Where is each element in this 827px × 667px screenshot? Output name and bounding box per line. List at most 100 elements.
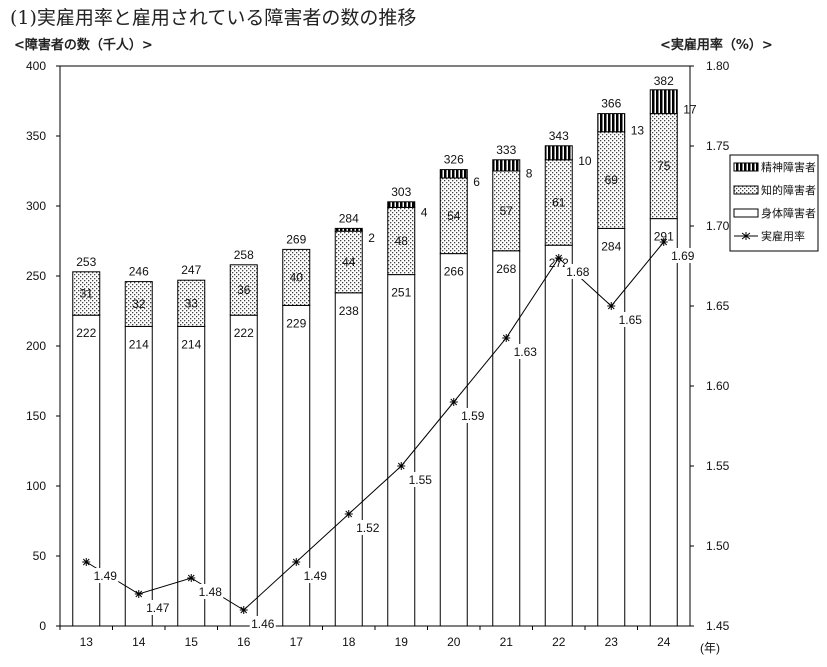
rate-marker xyxy=(344,510,353,518)
rate-marker xyxy=(607,302,616,310)
bar-intellectual xyxy=(544,159,573,246)
y-tick-label: 250 xyxy=(26,269,46,283)
label-total: 333 xyxy=(496,143,516,157)
label-total: 366 xyxy=(601,97,621,111)
rate-label: 1.49 xyxy=(94,569,118,583)
y-tick-label: 100 xyxy=(26,479,46,493)
rate-marker xyxy=(292,558,301,566)
label-intellectual: 69 xyxy=(605,173,619,187)
rate-label: 1.68 xyxy=(566,265,590,279)
rate-label-bg xyxy=(197,584,224,599)
label-mental: 10 xyxy=(578,154,592,168)
rate-label-bg xyxy=(617,312,644,327)
x-tick-label: 18 xyxy=(342,635,356,649)
label-physical: 222 xyxy=(234,326,254,340)
bar-physical xyxy=(439,253,468,627)
label-intellectual: 36 xyxy=(237,283,251,297)
label-total: 258 xyxy=(234,248,254,262)
y2-tick-label: 1.70 xyxy=(706,219,730,233)
bar-physical xyxy=(492,250,521,627)
y2-tick-label: 1.50 xyxy=(706,539,730,553)
label-physical: 268 xyxy=(496,262,516,276)
label-total: 382 xyxy=(654,74,674,88)
legend-marker xyxy=(741,232,751,240)
x-tick-label: 20 xyxy=(447,635,461,649)
label-physical: 214 xyxy=(129,337,149,351)
label-physical: 214 xyxy=(181,337,201,351)
y2-tick-label: 1.65 xyxy=(706,299,730,313)
legend-swatch xyxy=(733,162,759,172)
legend-swatch xyxy=(733,208,759,218)
bar-mental xyxy=(492,159,521,172)
y-tick-label: 150 xyxy=(26,409,46,423)
label-intellectual: 75 xyxy=(657,159,671,173)
rate-label-bg xyxy=(459,408,486,423)
rate-line xyxy=(85,241,665,611)
rate-label: 1.47 xyxy=(146,601,170,615)
rate-label: 1.65 xyxy=(619,313,643,327)
bar-physical xyxy=(124,325,153,627)
x-tick-label: 22 xyxy=(552,635,566,649)
label-intellectual: 33 xyxy=(185,296,199,310)
label-intellectual: 44 xyxy=(342,255,356,269)
rate-marker xyxy=(554,254,563,262)
x-tick-label: 13 xyxy=(80,635,94,649)
rate-marker xyxy=(659,238,668,246)
label-mental: 8 xyxy=(526,166,533,180)
rate-label-bg xyxy=(669,248,696,263)
bar-physical xyxy=(544,244,573,627)
label-mental: 6 xyxy=(473,175,480,189)
bar-intellectual xyxy=(72,271,101,316)
y-tick-label: 400 xyxy=(26,59,46,73)
y2-tick-label: 1.60 xyxy=(706,379,730,393)
legend-label: 知的障害者 xyxy=(761,183,816,197)
rate-label: 1.59 xyxy=(461,409,485,423)
label-mental: 2 xyxy=(368,231,375,245)
rate-label-bg xyxy=(512,344,539,359)
x-tick-label: 24 xyxy=(657,635,671,649)
left-axis-label: <障害者の数（千人）> xyxy=(14,38,153,53)
rate-label: 1.55 xyxy=(409,473,433,487)
x-tick-label: 23 xyxy=(605,635,619,649)
rate-marker xyxy=(397,462,406,470)
label-intellectual: 48 xyxy=(395,234,409,248)
label-total: 253 xyxy=(76,255,96,269)
y-tick-label: 50 xyxy=(33,549,47,563)
x-tick-label: 14 xyxy=(132,635,146,649)
bar-mental xyxy=(597,113,626,133)
rate-label-bg xyxy=(92,568,119,583)
label-intellectual: 61 xyxy=(552,196,566,210)
bar-physical xyxy=(229,314,258,627)
label-physical: 291 xyxy=(654,230,674,244)
plot-frame xyxy=(59,65,691,627)
rate-label: 1.49 xyxy=(304,569,328,583)
label-total: 284 xyxy=(339,211,359,225)
label-total: 246 xyxy=(129,265,149,279)
bar-physical xyxy=(649,218,678,627)
rate-marker xyxy=(449,398,458,406)
label-physical: 222 xyxy=(76,326,96,340)
bar-mental xyxy=(649,89,678,115)
x-tick-label: 15 xyxy=(185,635,199,649)
bar-intellectual xyxy=(282,248,311,306)
bar-physical xyxy=(387,274,416,627)
label-intellectual: 31 xyxy=(80,287,94,301)
bar-intellectual xyxy=(124,281,153,327)
label-intellectual: 57 xyxy=(500,204,514,218)
bar-intellectual xyxy=(229,264,258,316)
label-physical: 272 xyxy=(549,256,569,270)
bar-mental xyxy=(387,201,416,208)
rate-marker xyxy=(187,574,196,582)
rate-label: 1.52 xyxy=(356,521,380,535)
y-tick-label: 200 xyxy=(26,339,46,353)
label-mental: 17 xyxy=(683,103,697,117)
y-tick-label: 0 xyxy=(39,619,46,633)
y2-tick-label: 1.75 xyxy=(706,139,730,153)
rate-label: 1.46 xyxy=(251,617,275,631)
label-total: 247 xyxy=(181,263,201,277)
y-tick-label: 300 xyxy=(26,199,46,213)
rate-label-bg xyxy=(407,472,434,487)
label-physical: 284 xyxy=(601,239,621,253)
